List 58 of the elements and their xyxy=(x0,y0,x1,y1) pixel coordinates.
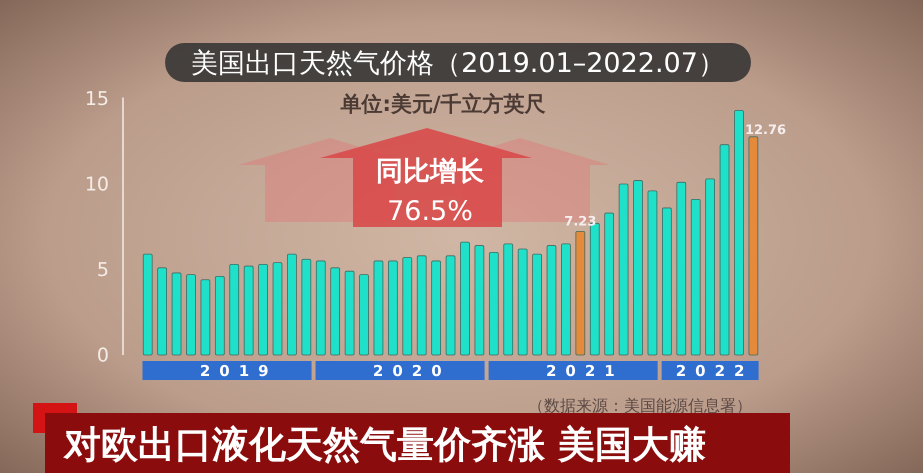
bar xyxy=(287,254,297,356)
bar xyxy=(518,248,528,356)
bar xyxy=(474,245,484,356)
bar xyxy=(648,190,658,356)
bar xyxy=(546,245,556,356)
bar xyxy=(460,242,470,356)
bar xyxy=(431,260,441,356)
bar xyxy=(157,267,167,356)
x-tick-label: 2021 xyxy=(546,362,624,380)
y-tick-label: 10 xyxy=(84,174,109,196)
bar xyxy=(359,274,369,356)
bar xyxy=(446,255,456,356)
bar xyxy=(301,258,312,356)
bar xyxy=(229,264,240,356)
bar xyxy=(633,180,643,356)
bar xyxy=(374,260,384,356)
bar xyxy=(344,270,354,356)
x-tick-label: 2022 xyxy=(676,362,754,380)
bar xyxy=(258,264,268,356)
bar xyxy=(561,243,571,356)
bar xyxy=(503,243,514,356)
y-tick-label: 0 xyxy=(96,344,109,366)
bar xyxy=(676,182,686,356)
data-label: 7.23 xyxy=(564,214,596,230)
bar xyxy=(316,260,326,356)
bar xyxy=(388,260,398,356)
bar xyxy=(330,267,340,356)
bar xyxy=(214,276,225,356)
annotation: 76.5% xyxy=(387,196,473,227)
bar xyxy=(172,272,182,356)
bar xyxy=(488,252,499,356)
chart-title: 美国出口天然气价格（2019.01–2022.07） xyxy=(191,48,725,79)
bar xyxy=(690,198,701,356)
bar xyxy=(402,257,412,356)
bar xyxy=(662,208,672,356)
x-tick-label: 2019 xyxy=(200,362,278,380)
x-tick-label: 2020 xyxy=(372,362,451,380)
bar xyxy=(748,136,758,356)
y-tick-label: 15 xyxy=(84,88,109,110)
bar xyxy=(244,266,254,356)
bar xyxy=(532,254,542,356)
bar xyxy=(618,184,628,356)
bar xyxy=(575,230,586,356)
bar xyxy=(720,144,730,356)
bar xyxy=(734,110,744,356)
bar xyxy=(142,254,153,356)
chart-subtitle: 单位:美元/千立方英尺 xyxy=(339,92,546,116)
y-tick-label: 5 xyxy=(96,259,109,281)
bar xyxy=(200,279,210,356)
annotation: 同比增长 xyxy=(376,156,484,187)
bar xyxy=(604,212,614,356)
data-label: 12.76 xyxy=(744,122,786,138)
bar xyxy=(272,262,282,356)
bar xyxy=(705,178,715,356)
bar xyxy=(186,274,196,356)
text: （数据来源：美国能源信息署） xyxy=(528,396,752,415)
text: 对欧出口液化天然气量价齐涨 美国大赚 xyxy=(63,423,706,466)
bar xyxy=(416,255,427,356)
